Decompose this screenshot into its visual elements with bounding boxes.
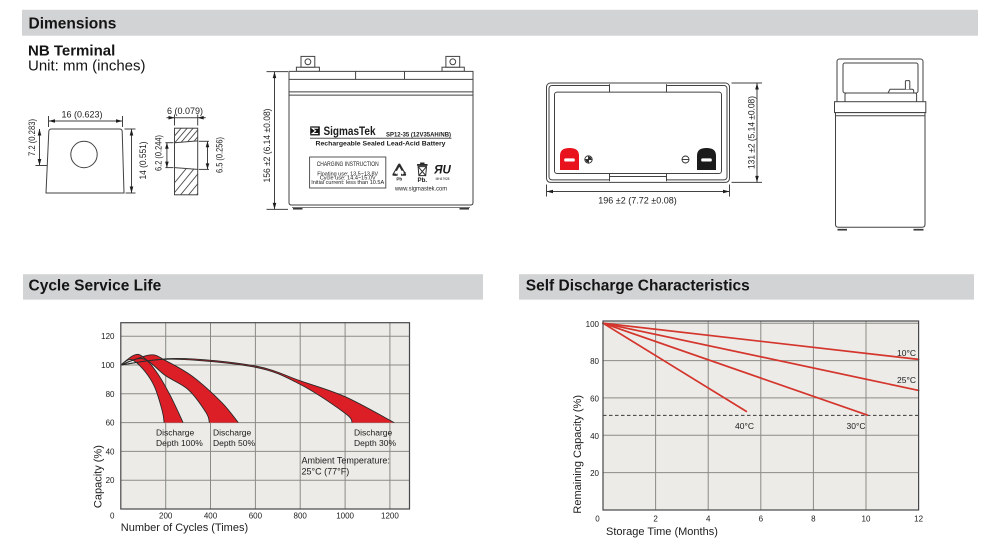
svg-text:Discharge: Discharge (156, 428, 195, 438)
svg-text:Capacity (%): Capacity (%) (93, 445, 105, 508)
svg-text:SigmasTek: SigmasTek (324, 126, 377, 138)
svg-text:1000: 1000 (336, 512, 354, 521)
svg-text:Pb: Pb (396, 177, 402, 182)
svg-text:6.5 (0.256): 6.5 (0.256) (215, 137, 225, 173)
svg-text:Dimensions: Dimensions (29, 16, 117, 33)
svg-text:120: 120 (101, 332, 115, 341)
svg-text:20: 20 (590, 469, 599, 478)
svg-text:40°C: 40°C (735, 421, 754, 431)
svg-text:SP12-35 (12V35AH/NB): SP12-35 (12V35AH/NB) (386, 132, 451, 139)
svg-text:4: 4 (706, 515, 711, 524)
svg-text:80: 80 (106, 390, 115, 399)
svg-text:14 (0.551): 14 (0.551) (138, 142, 148, 180)
svg-text:Depth 100%: Depth 100% (156, 438, 203, 448)
svg-text:6 (0.079): 6 (0.079) (167, 106, 203, 116)
svg-text:131 ±2 (5.14 ±0.08): 131 ±2 (5.14 ±0.08) (747, 96, 757, 169)
svg-text:Ambient Temperature:: Ambient Temperature: (302, 456, 390, 466)
svg-text:60: 60 (106, 419, 115, 428)
svg-text:www.sigmastek.com: www.sigmastek.com (394, 185, 447, 192)
svg-text:Discharge: Discharge (354, 428, 393, 438)
svg-text:6: 6 (759, 515, 764, 524)
svg-text:40: 40 (106, 447, 115, 456)
svg-text:20: 20 (106, 476, 115, 485)
svg-text:Floating use: 13.5~13.8V: Floating use: 13.5~13.8V (317, 171, 378, 177)
svg-text:7.2 (0.283): 7.2 (0.283) (27, 119, 37, 156)
svg-text:Depth 30%: Depth 30% (354, 438, 396, 448)
svg-text:Discharge: Discharge (213, 428, 252, 438)
svg-text:25°C: 25°C (897, 375, 916, 385)
svg-text:Initial current: less than 10.: Initial current: less than 10.5A (311, 180, 384, 186)
svg-text:156 ±2 (6.14 ±0.08): 156 ±2 (6.14 ±0.08) (262, 109, 272, 183)
svg-text:Self Discharge Characteristics: Self Discharge Characteristics (526, 278, 750, 295)
svg-text:ЯU: ЯU (433, 165, 451, 177)
svg-text:12: 12 (914, 515, 923, 524)
svg-text:2: 2 (653, 515, 658, 524)
svg-text:6.2 (0.244): 6.2 (0.244) (154, 135, 164, 171)
svg-text:1200: 1200 (381, 512, 399, 521)
svg-text:40: 40 (590, 432, 599, 441)
svg-text:25°C (77°F): 25°C (77°F) (302, 467, 350, 477)
svg-text:8: 8 (811, 515, 816, 524)
svg-text:Storage Time (Months): Storage Time (Months) (606, 526, 718, 538)
svg-text:CHARGING INSTRUCTION: CHARGING INSTRUCTION (317, 162, 379, 168)
svg-text:100: 100 (586, 320, 600, 329)
svg-text:80: 80 (590, 357, 599, 366)
svg-text:200: 200 (159, 512, 173, 521)
svg-text:800: 800 (294, 512, 308, 521)
svg-text:MH47928: MH47928 (436, 177, 450, 181)
svg-text:Rechargeable Sealed Lead-Acid: Rechargeable Sealed Lead-Acid Battery (316, 141, 446, 148)
svg-text:60: 60 (590, 394, 599, 403)
svg-text:30°C: 30°C (847, 421, 866, 431)
svg-text:Remaining Capacity (%): Remaining Capacity (%) (572, 395, 584, 514)
svg-text:10°C: 10°C (897, 348, 916, 358)
svg-text:10: 10 (862, 515, 871, 524)
svg-text:Cycle Service Life: Cycle Service Life (29, 278, 162, 295)
svg-text:16 (0.623): 16 (0.623) (61, 110, 102, 120)
svg-text:Pb.: Pb. (417, 177, 427, 184)
svg-text:400: 400 (204, 512, 218, 521)
svg-text:Cycle use: 14.4~15.0V: Cycle use: 14.4~15.0V (320, 176, 376, 182)
svg-text:0: 0 (110, 512, 115, 521)
svg-text:Unit: mm (inches): Unit: mm (inches) (28, 58, 146, 75)
svg-text:0: 0 (595, 515, 600, 524)
svg-text:Depth 50%: Depth 50% (213, 438, 255, 448)
svg-text:Number of Cycles (Times): Number of Cycles (Times) (121, 522, 248, 534)
svg-text:NB Terminal: NB Terminal (28, 43, 115, 60)
svg-text:196 ±2 (7.72 ±0.08): 196 ±2 (7.72 ±0.08) (598, 196, 676, 206)
svg-text:100: 100 (101, 361, 115, 370)
svg-text:600: 600 (249, 512, 263, 521)
